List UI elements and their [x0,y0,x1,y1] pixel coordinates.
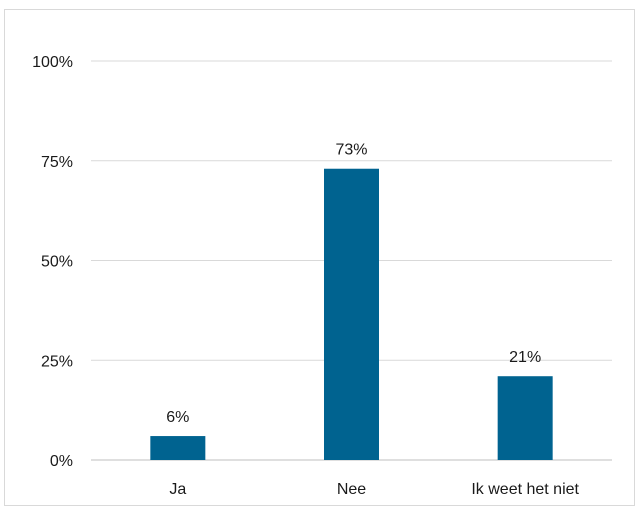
data-label: 73% [335,142,367,159]
y-tick-label: 0% [50,453,73,470]
data-labels: 6% 73% 21% [166,142,541,426]
bars [150,168,553,461]
bar [150,436,206,460]
y-tick-label: 25% [41,353,73,370]
y-tick-label: 50% [41,254,73,271]
data-label: 21% [509,349,541,366]
bar [497,376,553,460]
y-tick-label: 75% [41,154,73,171]
bar [324,168,379,461]
data-label: 6% [166,409,189,426]
y-tick-label: 100% [32,54,73,71]
category-label: Nee [337,481,366,498]
y-axis-tick-labels: 0% 25% 50% 75% 100% [32,54,73,470]
category-label: Ja [169,481,186,498]
category-label: Ik weet het niet [471,481,579,498]
x-axis-category-labels: Ja Nee Ik weet het niet [169,481,579,498]
